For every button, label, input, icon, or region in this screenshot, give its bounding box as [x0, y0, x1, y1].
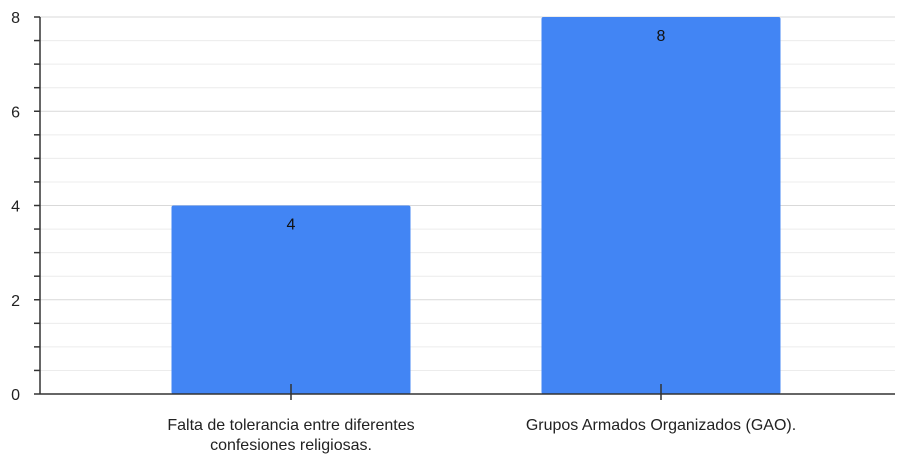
x-category-label: confesiones religiosas.	[210, 437, 372, 454]
data-label: 8	[657, 28, 666, 45]
y-tick-label: 2	[11, 293, 20, 310]
x-category-label: Grupos Armados Organizados (GAO).	[526, 417, 796, 434]
bar	[171, 205, 411, 394]
labels: 0 2 4 6 8 4 Falta de tolerancia entre diferent…	[11, 10, 796, 454]
data-label: 4	[287, 217, 296, 234]
x-category-label: Falta de tolerancia entre diferentes	[167, 417, 414, 434]
y-tick-label: 0	[11, 387, 20, 404]
bar	[541, 17, 781, 394]
axes	[34, 16, 895, 400]
y-tick-label: 8	[11, 10, 20, 27]
bars	[171, 17, 781, 394]
y-tick-label: 6	[11, 104, 20, 121]
y-tick-label: 4	[11, 199, 20, 216]
